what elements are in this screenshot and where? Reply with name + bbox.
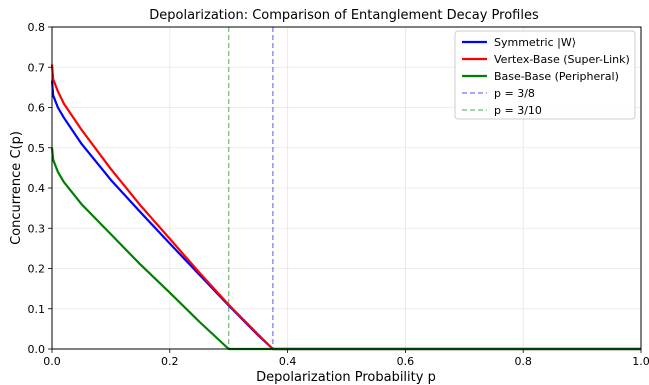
legend-label: p = 3/10 <box>494 104 542 117</box>
x-tick-label: 1.0 <box>632 355 649 368</box>
x-tick-label: 0.4 <box>279 355 297 368</box>
legend: Symmetric |W⟩ Vertex-Base (Super-Link) Bas… <box>454 30 636 120</box>
legend-label: Base-Base (Peripheral) <box>494 70 619 83</box>
legend-label: Symmetric |W⟩ <box>494 36 576 49</box>
x-tick-label: 0.8 <box>514 355 532 368</box>
reference-lines <box>228 27 274 349</box>
y-tick-label: 0.1 <box>28 303 46 316</box>
x-tick-label: 0.2 <box>161 355 179 368</box>
x-tick-label: 0.0 <box>43 355 61 368</box>
legend-label: p = 3/8 <box>494 87 535 100</box>
y-tick-label: 0.8 <box>28 21 46 34</box>
y-tick-label: 0.0 <box>28 343 46 356</box>
y-tick-label: 0.7 <box>28 61 46 74</box>
chart-title: Depolarization: Comparison of Entangleme… <box>149 8 539 23</box>
y-tick-label: 0.2 <box>28 263 46 276</box>
series-line <box>50 147 641 351</box>
legend-label: Vertex-Base (Super-Link) <box>494 53 630 66</box>
y-tick-label: 0.3 <box>28 222 46 235</box>
y-tick-label: 0.4 <box>28 182 46 195</box>
y-tick-label: 0.5 <box>28 142 46 155</box>
x-tick-label: 0.6 <box>397 355 415 368</box>
y-tick-label: 0.6 <box>28 102 46 115</box>
ticks: 0.0 0.2 0.4 0.6 0.8 1.0 0.0 0.1 0.2 0.3 0.4 0.5 0.6 0… <box>28 21 649 368</box>
x-axis-label: Depolarization Probability p <box>256 370 436 385</box>
y-axis-label: Concurrence C(p) <box>9 131 24 245</box>
legend-box <box>454 30 636 120</box>
